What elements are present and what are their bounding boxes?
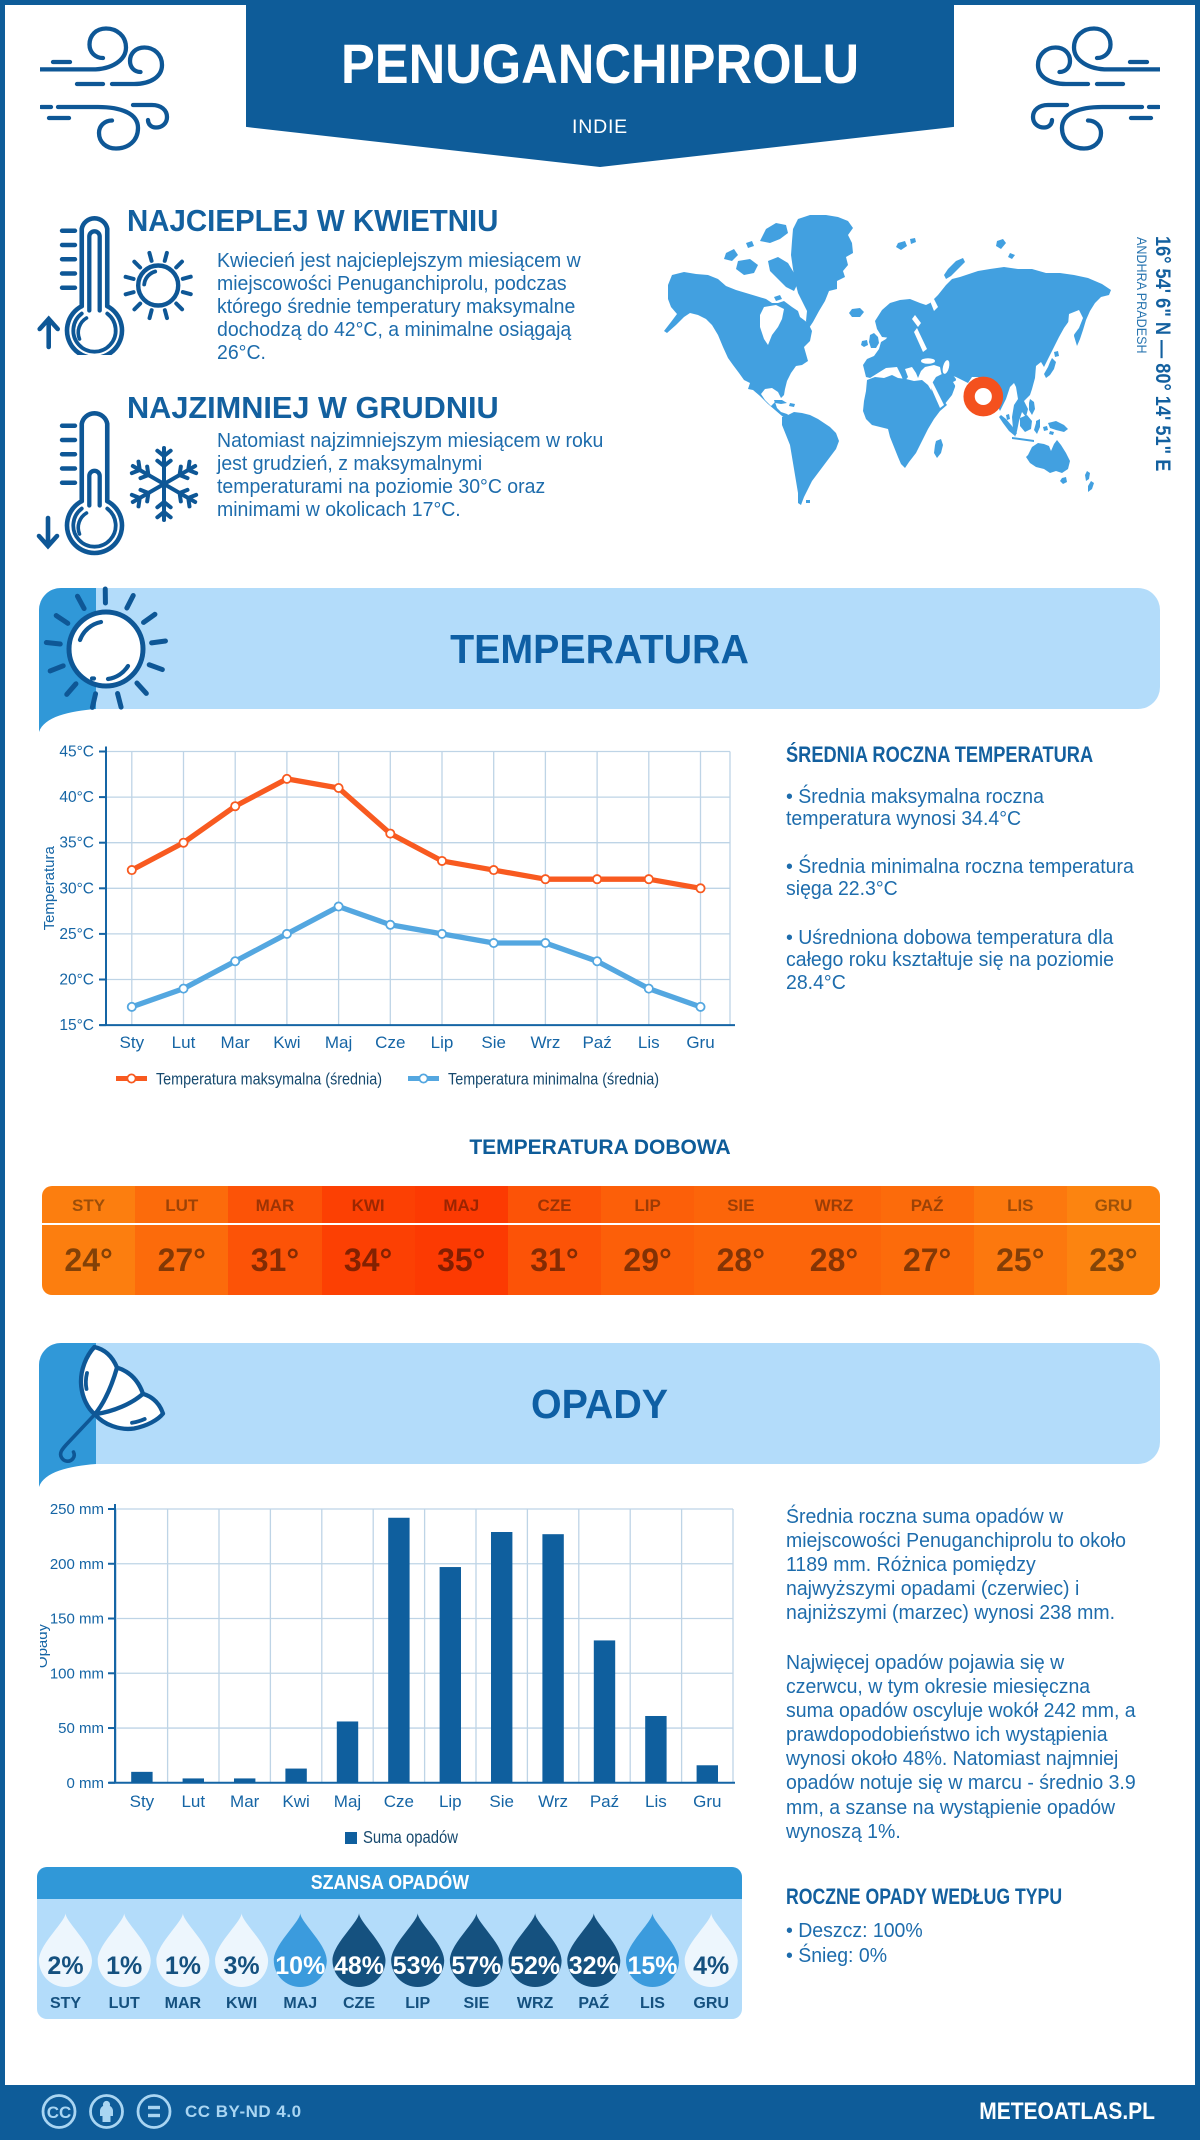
svg-text:30°C: 30°C [59, 880, 94, 897]
svg-text:32%: 32% [569, 1952, 619, 1980]
svg-text:LIP: LIP [405, 1995, 430, 2012]
svg-text:Sie: Sie [489, 1792, 514, 1811]
svg-text:Paź: Paź [582, 1033, 611, 1052]
svg-text:Sty: Sty [120, 1033, 145, 1052]
svg-text:Maj: Maj [334, 1792, 361, 1811]
svg-text:Lut: Lut [181, 1792, 205, 1811]
svg-text:Lis: Lis [638, 1033, 660, 1052]
svg-text:CZE: CZE [343, 1995, 375, 2012]
svg-text:20°C: 20°C [59, 972, 94, 989]
svg-text:2%: 2% [47, 1952, 83, 1980]
svg-text:Lis: Lis [645, 1792, 667, 1811]
svg-text:40°C: 40°C [59, 789, 94, 806]
svg-text:Wrz: Wrz [538, 1792, 568, 1811]
svg-text:35°C: 35°C [59, 835, 94, 852]
svg-text:250 mm: 250 mm [50, 1501, 104, 1518]
svg-text:Lip: Lip [431, 1033, 454, 1052]
svg-text:Mar: Mar [221, 1033, 251, 1052]
svg-text:45°C: 45°C [59, 744, 94, 761]
svg-text:Temperatura minimalna (średnia: Temperatura minimalna (średnia) [448, 1070, 659, 1089]
svg-text:10%: 10% [275, 1952, 325, 1980]
svg-text:4%: 4% [693, 1952, 729, 1980]
svg-text:100 mm: 100 mm [50, 1665, 104, 1682]
svg-text:Kwi: Kwi [282, 1792, 309, 1811]
svg-text:Maj: Maj [325, 1033, 352, 1052]
svg-text:Mar: Mar [230, 1792, 260, 1811]
svg-text:MAR: MAR [165, 1995, 202, 2012]
svg-text:57%: 57% [451, 1952, 501, 1980]
svg-text:3%: 3% [224, 1952, 260, 1980]
svg-text:1%: 1% [165, 1952, 201, 1980]
svg-text:Lut: Lut [172, 1033, 196, 1052]
svg-text:Gru: Gru [693, 1792, 721, 1811]
svg-text:150 mm: 150 mm [50, 1611, 104, 1628]
svg-text:200 mm: 200 mm [50, 1556, 104, 1573]
svg-text:LIS: LIS [640, 1995, 665, 2012]
svg-text:50 mm: 50 mm [58, 1720, 104, 1737]
svg-text:PAŹ: PAŹ [578, 1993, 609, 2012]
svg-text:MAJ: MAJ [283, 1995, 317, 2012]
svg-text:Suma opadów: Suma opadów [363, 1827, 458, 1847]
svg-text:WRZ: WRZ [517, 1995, 554, 2012]
svg-text:Lip: Lip [439, 1792, 462, 1811]
svg-text:Opady: Opady [40, 1623, 51, 1668]
svg-text:Cze: Cze [375, 1033, 405, 1052]
svg-text:SIE: SIE [464, 1995, 490, 2012]
svg-text:Kwi: Kwi [273, 1033, 300, 1052]
svg-text:53%: 53% [393, 1952, 443, 1980]
svg-text:15°C: 15°C [59, 1017, 94, 1034]
svg-text:0 mm: 0 mm [67, 1775, 105, 1792]
svg-text:Temperatura: Temperatura [41, 846, 58, 931]
svg-text:Wrz: Wrz [530, 1033, 560, 1052]
svg-text:KWI: KWI [226, 1995, 257, 2012]
svg-text:25°C: 25°C [59, 926, 94, 943]
svg-text:52%: 52% [510, 1952, 560, 1980]
svg-text:1%: 1% [106, 1952, 142, 1980]
svg-text:48%: 48% [334, 1952, 384, 1980]
svg-text:Paź: Paź [590, 1792, 619, 1811]
svg-text:GRU: GRU [693, 1995, 729, 2012]
svg-text:Sie: Sie [481, 1033, 506, 1052]
svg-text:LUT: LUT [109, 1995, 140, 2012]
svg-text:Sty: Sty [130, 1792, 155, 1811]
svg-text:STY: STY [50, 1995, 81, 2012]
svg-text:15%: 15% [627, 1952, 677, 1980]
svg-text:Temperatura maksymalna (średni: Temperatura maksymalna (średnia) [156, 1070, 382, 1089]
svg-text:CC: CC [47, 2103, 72, 2122]
svg-text:Cze: Cze [384, 1792, 414, 1811]
svg-text:Gru: Gru [686, 1033, 714, 1052]
